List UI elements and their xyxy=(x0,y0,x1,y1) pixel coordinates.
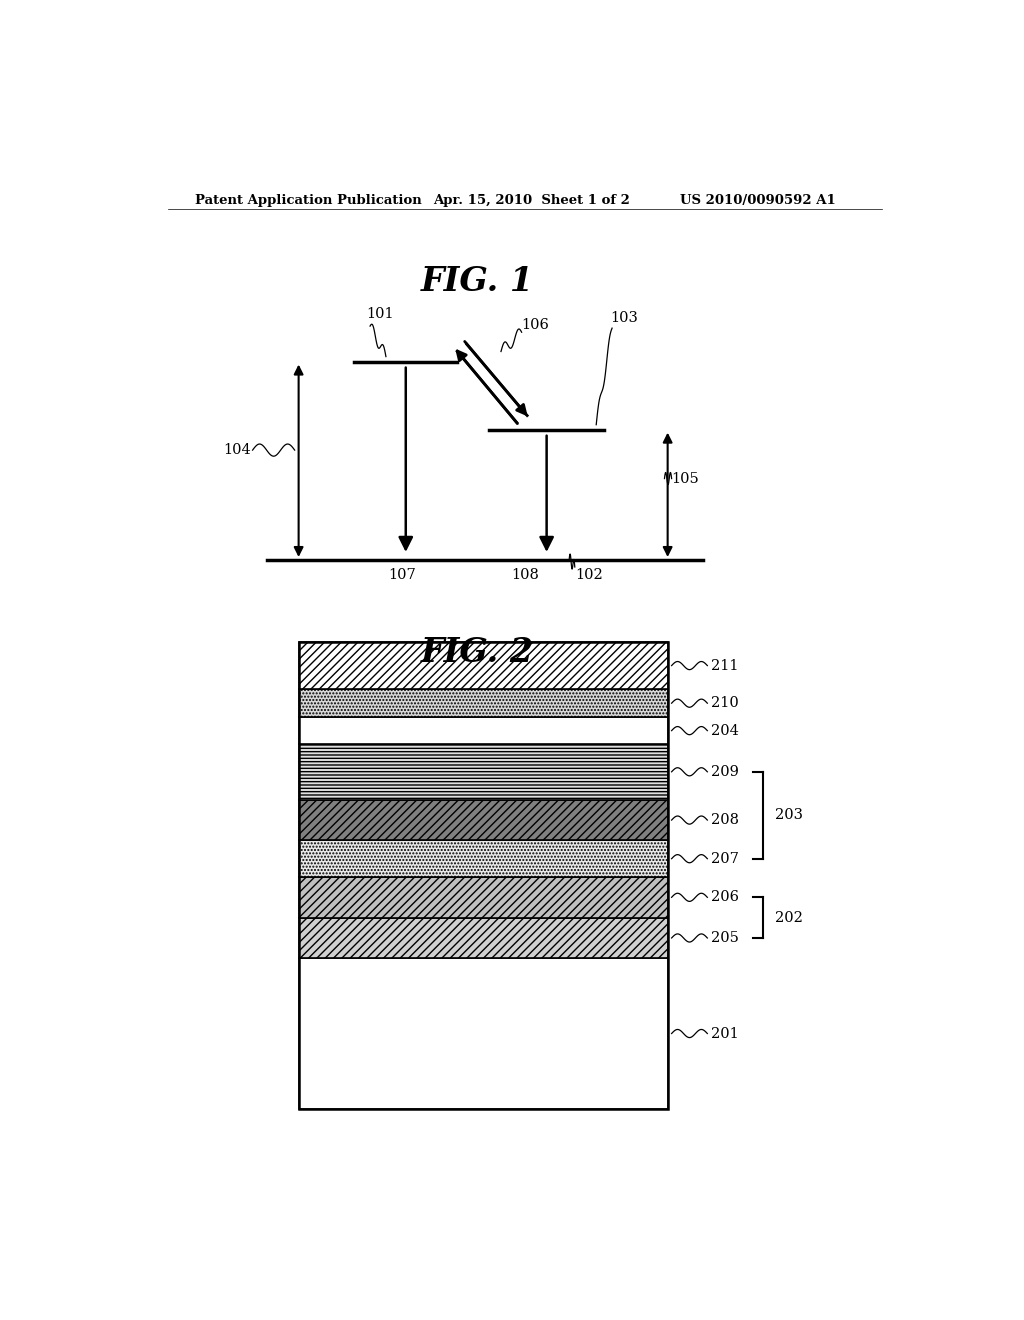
Text: 101: 101 xyxy=(367,308,393,321)
Text: US 2010/0090592 A1: US 2010/0090592 A1 xyxy=(680,194,836,207)
Bar xyxy=(299,643,668,689)
Text: FIG. 1: FIG. 1 xyxy=(421,265,534,298)
Text: 103: 103 xyxy=(610,312,638,325)
Text: 211: 211 xyxy=(712,659,738,673)
Text: 206: 206 xyxy=(712,890,739,904)
Bar xyxy=(299,643,668,1109)
Text: Patent Application Publication: Patent Application Publication xyxy=(196,194,422,207)
Text: 210: 210 xyxy=(712,696,739,710)
Text: 207: 207 xyxy=(712,851,739,866)
Text: 107: 107 xyxy=(388,568,416,582)
Bar xyxy=(299,958,668,1109)
Text: 201: 201 xyxy=(712,1027,739,1040)
Text: 202: 202 xyxy=(775,911,803,924)
Bar xyxy=(299,800,668,841)
Text: 102: 102 xyxy=(574,568,602,582)
Text: 104: 104 xyxy=(223,444,251,457)
Text: 205: 205 xyxy=(712,931,739,945)
Text: FIG. 2: FIG. 2 xyxy=(421,636,534,669)
Text: 204: 204 xyxy=(712,723,739,738)
Bar xyxy=(299,917,668,958)
Bar xyxy=(299,841,668,876)
Bar xyxy=(299,689,668,718)
Text: 203: 203 xyxy=(775,808,803,822)
Text: 105: 105 xyxy=(672,471,699,486)
Text: 209: 209 xyxy=(712,764,739,779)
Bar xyxy=(299,744,668,800)
Bar xyxy=(299,718,668,744)
Text: 208: 208 xyxy=(712,813,739,828)
Text: 106: 106 xyxy=(521,318,550,333)
Bar xyxy=(299,876,668,917)
Text: 108: 108 xyxy=(511,568,539,582)
Text: Apr. 15, 2010  Sheet 1 of 2: Apr. 15, 2010 Sheet 1 of 2 xyxy=(433,194,631,207)
